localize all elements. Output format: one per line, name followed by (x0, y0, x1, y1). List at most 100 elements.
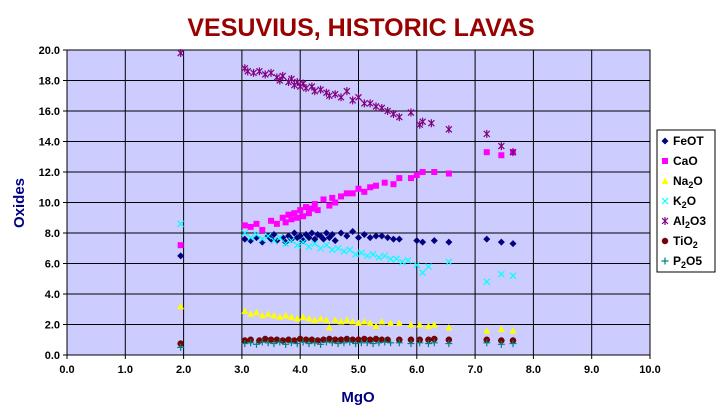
legend-item-cao: CaO (662, 154, 698, 168)
legend-item-al2o3: Al2O3 (661, 214, 706, 230)
cao-point (445, 170, 452, 177)
al2o3-point (267, 68, 275, 77)
legend-label-base: FeOT (673, 134, 704, 148)
al2o3-point (360, 99, 368, 108)
k2o-point (381, 252, 389, 260)
k2o-point (363, 252, 371, 260)
feot-point (419, 238, 427, 246)
cao-point (332, 199, 339, 206)
cao-point (390, 181, 397, 188)
p2o5-point (241, 340, 249, 348)
k2o-point (346, 246, 354, 254)
cao-point (305, 210, 312, 217)
cao-point (288, 216, 295, 223)
al2o3-point (483, 129, 491, 138)
na2o-point (497, 325, 505, 333)
y-tick-label: 2.0 (45, 320, 60, 332)
al2o3-point (325, 91, 333, 100)
k2o-point (509, 272, 517, 280)
legend-label-base: Al (673, 214, 685, 228)
tio2-point (296, 335, 304, 343)
al2o3-point (276, 76, 284, 85)
k2o-point (264, 232, 272, 240)
cao-point (285, 211, 292, 218)
cao-point (259, 226, 266, 233)
p2o5-point (346, 338, 354, 346)
cao-point (177, 242, 184, 249)
data-series (177, 49, 517, 351)
p2o5-point (276, 338, 284, 346)
p2o5-point (509, 340, 517, 348)
tio2-point (285, 336, 292, 343)
tio2-point (355, 336, 362, 343)
k2o-point (323, 241, 330, 249)
cao-point (343, 190, 350, 197)
feot-point (389, 235, 397, 243)
cao-point (361, 188, 368, 195)
cao-point (329, 194, 336, 201)
na2o-point (349, 317, 357, 325)
k2o-point (392, 255, 400, 263)
al2o3-point (407, 108, 415, 117)
feot-point (331, 237, 339, 245)
p2o5-point (497, 340, 505, 348)
tio2-point (366, 336, 374, 343)
legend-label: TiO2 (673, 234, 698, 250)
p2o5-point (311, 339, 319, 347)
al2o3-point (302, 84, 310, 93)
na2o-point (247, 310, 255, 317)
cao-point (241, 222, 248, 229)
na2o-point (343, 316, 351, 323)
cao-point (431, 169, 438, 175)
tio2-point (267, 336, 275, 343)
na2o-point (241, 307, 249, 314)
k2o-point (419, 269, 427, 277)
cao-point (314, 207, 321, 214)
p2o5-point (381, 338, 389, 346)
na2o-point (287, 313, 295, 320)
y-axis-ticks: 0.0 2.0 4.0 6.0 8.0 10.0 12.0 14.0 16.0 18.0 20.0 (39, 45, 67, 362)
legend-label: Al2O3 (673, 214, 706, 230)
cao-point (294, 214, 301, 221)
legend-marker (662, 158, 668, 164)
feot-point (509, 240, 517, 248)
feot-point (296, 232, 304, 240)
cao-point (355, 185, 362, 192)
legend-label-base: P (673, 254, 681, 268)
series-p2o5 (177, 338, 517, 351)
al2o3-point (355, 93, 362, 102)
legend-marker (661, 137, 669, 145)
legend-label: CaO (673, 154, 698, 168)
feot-point (311, 235, 319, 243)
feot-point (483, 235, 491, 243)
cao-point (311, 201, 318, 208)
cao-point (253, 220, 260, 227)
feot-point (366, 234, 374, 242)
p2o5-point (483, 339, 491, 347)
al2o3-point (349, 96, 357, 105)
al2o3-point (378, 103, 386, 112)
na2o-point (430, 321, 438, 328)
k2o-point (241, 229, 249, 237)
al2o3-point (177, 49, 185, 58)
k2o-point (317, 244, 325, 252)
x-tick-label: 6.0 (409, 364, 424, 376)
na2o-point (483, 327, 491, 334)
na2o-point (276, 313, 284, 320)
p2o5-point (299, 338, 307, 346)
al2o3-point (244, 67, 252, 76)
na2o-point (311, 316, 319, 323)
na2o-point (424, 322, 432, 330)
cao-point (381, 179, 388, 186)
al2o3-point (384, 107, 392, 115)
y-axis-label: Oxides (11, 178, 28, 228)
cao-point (483, 149, 490, 156)
al2o3-point (331, 90, 339, 99)
k2o-point (282, 240, 290, 248)
k2o-point (398, 258, 406, 266)
k2o-point (247, 234, 255, 241)
tio2-point (343, 335, 351, 343)
al2o3-point (509, 148, 517, 157)
cao-point (372, 182, 379, 189)
al2o3-point (366, 99, 374, 108)
